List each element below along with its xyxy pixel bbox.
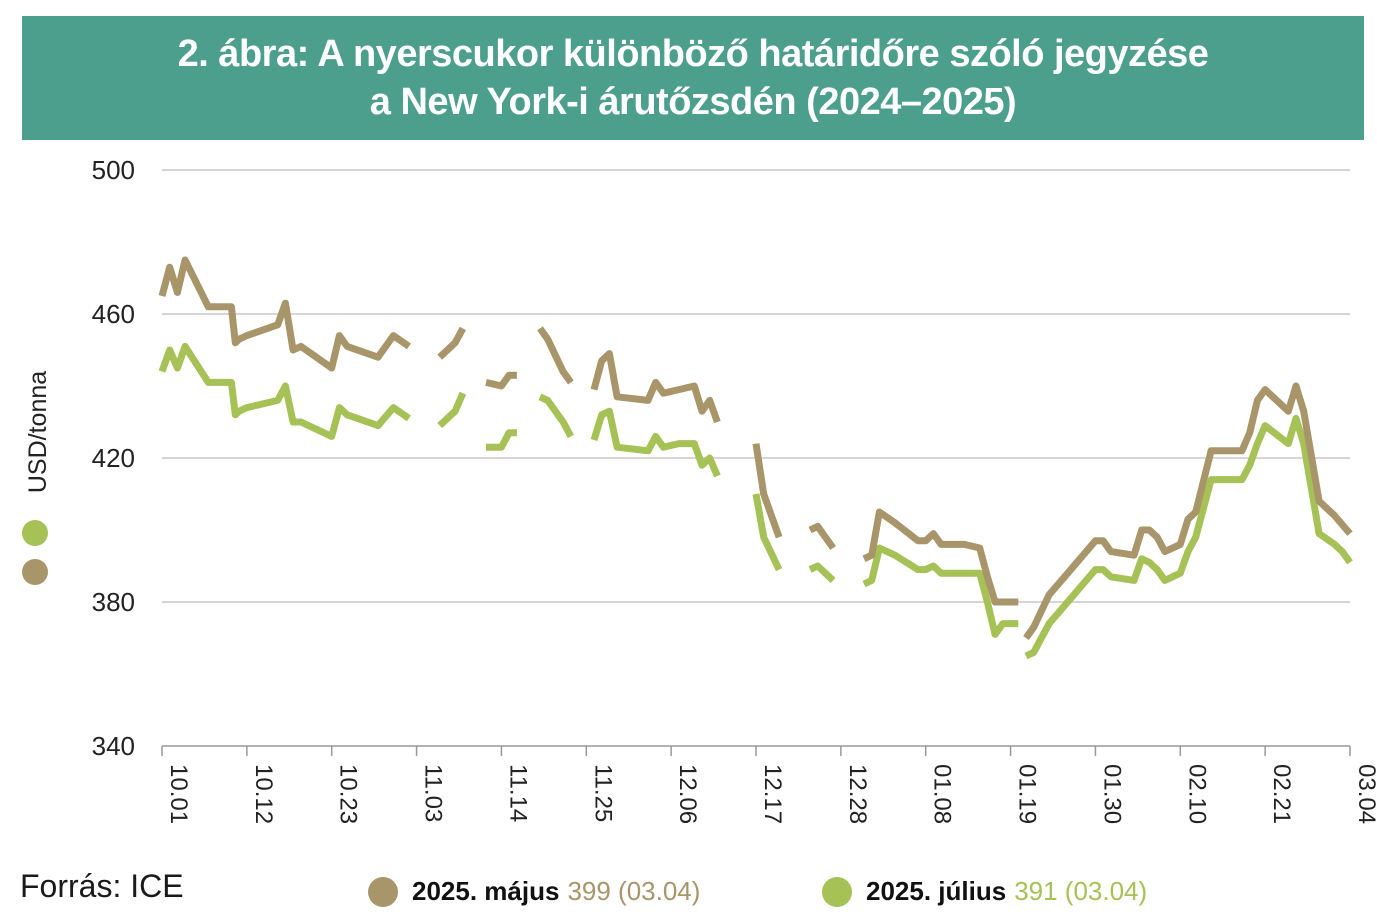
x-tick-label: 11.14 [504,764,531,822]
series-july-segment [486,429,517,451]
series-may-segment [485,371,517,390]
ylabel-dot-july [22,520,48,546]
x-tick-label: 12.17 [759,764,786,824]
series-july-segment [538,393,574,439]
x-tick-label: 11.25 [589,764,616,822]
chart-title-line-1: 2. ábra: A nyerscukor különböző határidő… [177,33,1209,75]
y-tick-label: 420 [92,443,135,473]
x-tick-label: 02.10 [1183,764,1210,824]
y-axis-label: USD/tonna [24,371,52,493]
legend-name-may: 2025. május [412,876,560,906]
x-tick-label: 01.08 [929,764,956,824]
x-tick-label: 10.12 [250,764,277,824]
x-tick-label: 02.21 [1268,764,1295,824]
series-july-segment [1024,414,1353,660]
legend-value-may: 399 (03.04) [567,876,701,906]
series-may-segment [1023,382,1353,641]
x-tick-label: 01.19 [1014,764,1041,824]
series-may-segment [537,326,574,385]
series-july-segment [752,493,783,572]
y-tick-label: 340 [92,731,135,761]
legend-dot-may [368,876,398,907]
x-tick-label: 10.23 [335,764,362,824]
series-july-segment [590,407,721,478]
series-may-segment [808,522,836,551]
line-chart: 340 380 420 460 500 10.01 10.12 10.23 11.03 11.14… [24,155,1377,824]
y-tick-label: 380 [92,587,135,617]
series-may-segment [862,508,1019,606]
series-may-segment [158,256,411,372]
y-tick-label: 500 [92,155,135,185]
series-may-segment [437,326,466,360]
series-july-segment [808,562,836,583]
legend-item-may: 2025. május 399 (03.04) [368,876,700,907]
chart-title-line-2: a New York-i árutőzsdén (2024–2025) [369,81,1017,123]
x-tick-label: 11.03 [420,764,447,822]
legend-item-july: 2025. július 391 (03.04) [822,876,1147,907]
ylabel-dot-may [22,559,48,585]
series-july-segment [437,391,467,429]
legend-name-july: 2025. július [866,876,1007,906]
x-tick-label: 12.06 [674,764,701,824]
y-tick-label: 460 [92,299,135,329]
series-july-segment [158,342,411,440]
series-may-segment [590,350,721,424]
x-tick-label: 12.28 [844,764,871,824]
chart-title-bar: 2. ábra: A nyerscukor különböző határidő… [22,16,1364,140]
x-tick-label: 10.01 [165,764,192,824]
series-lines [158,256,1353,660]
x-tick-label: 03.04 [1353,764,1377,824]
axes: 340 380 420 460 500 10.01 10.12 10.23 11.03 11.14… [92,155,1377,824]
series-july-segment [862,544,1019,638]
x-tick-label: 01.30 [1098,764,1125,824]
legend-dot-july [822,876,852,907]
grid-lines [162,169,1350,603]
legend-value-july: 391 (03.04) [1014,876,1148,906]
source-note: Forrás: ICE [20,868,184,904]
series-may-segment [752,443,783,539]
